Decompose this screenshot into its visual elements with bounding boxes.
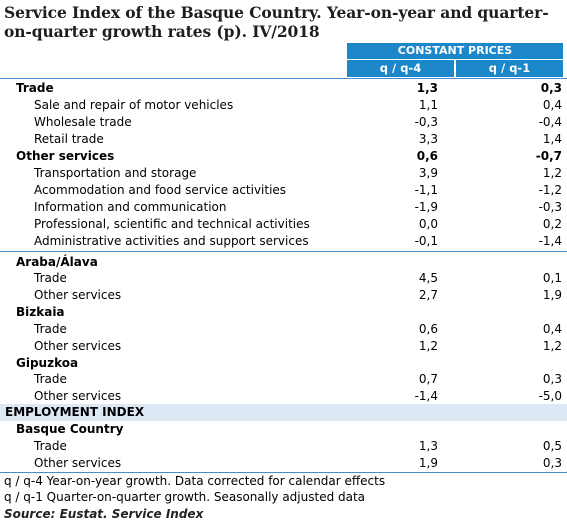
year-on-year-value: -0,3 — [414, 115, 438, 129]
table-row: Information and communication -1,9 -0,3 — [0, 199, 567, 216]
row-label: Gipuzkoa — [16, 356, 79, 370]
row-label: Trade — [34, 439, 67, 453]
row-label: Araba/Álava — [16, 255, 98, 269]
year-on-year-value: 4,5 — [418, 271, 438, 285]
row-label: Basque Country — [16, 422, 124, 436]
row-label: Wholesale trade — [34, 115, 132, 129]
footnote-quarter-on-quarter: q / q-1 Quarter-on-quarter growth. Seaso… — [4, 490, 366, 504]
quarter-on-quarter-value: 0,3 — [540, 81, 562, 95]
quarter-on-quarter-value: -0,7 — [535, 149, 562, 163]
row-label: Sale and repair of motor vehicles — [34, 98, 234, 112]
row-label: Acommodation and food service activities — [34, 183, 287, 197]
table-row: Trade 1,3 0,5 — [0, 438, 567, 455]
quarter-on-quarter-value: 0,5 — [542, 439, 562, 453]
table-row: Administrative activities and support se… — [0, 233, 567, 250]
column-header-quarter-on-quarter: q / q-1 — [456, 60, 563, 77]
constant-prices-header: CONSTANT PRICES — [347, 43, 563, 59]
table-row: Other services 1,2 1,2 — [0, 338, 567, 355]
year-on-year-value: 2,7 — [418, 288, 438, 302]
year-on-year-value: 0,0 — [418, 217, 438, 231]
table-row: Other services 1,9 0,3 — [0, 455, 567, 472]
table-row: Other services 0,6 -0,7 — [0, 148, 567, 165]
row-label: Other services — [34, 389, 122, 403]
year-on-year-value: 0,6 — [416, 149, 438, 163]
row-label: Retail trade — [34, 132, 104, 146]
footer-rule — [0, 472, 567, 473]
table-row: Trade 1,3 0,3 — [0, 80, 567, 97]
row-label: Trade — [34, 271, 67, 285]
quarter-on-quarter-value: 1,2 — [542, 166, 562, 180]
year-on-year-value: -0,1 — [414, 234, 438, 248]
quarter-on-quarter-value: 0,3 — [542, 456, 562, 470]
table-row: Bizkaia — [0, 304, 567, 321]
row-label: Other services — [34, 288, 122, 302]
table-row: Professional, scientific and technical a… — [0, 216, 567, 233]
year-on-year-value: -1,4 — [414, 389, 438, 403]
header-rule — [0, 78, 567, 79]
row-label: Information and communication — [34, 200, 227, 214]
row-label: Trade — [16, 81, 54, 95]
quarter-on-quarter-value: 1,2 — [542, 339, 562, 353]
quarter-on-quarter-value: 0,4 — [542, 98, 562, 112]
table-row: Transportation and storage 3,9 1,2 — [0, 165, 567, 182]
table-row: Retail trade 3,3 1,4 — [0, 131, 567, 148]
employment-index-band: EMPLOYMENT INDEX — [0, 404, 567, 421]
quarter-on-quarter-value: 1,4 — [542, 132, 562, 146]
table-row: Acommodation and food service activities… — [0, 182, 567, 199]
table-row: Trade 0,7 0,3 — [0, 371, 567, 388]
quarter-on-quarter-value: 0,2 — [542, 217, 562, 231]
table-row: Sale and repair of motor vehicles 1,1 0,… — [0, 97, 567, 114]
table-row: Araba/Álava — [0, 254, 567, 271]
table-row: Basque Country — [0, 421, 567, 438]
row-label: Administrative activities and support se… — [34, 234, 309, 248]
year-on-year-value: 1,9 — [418, 456, 438, 470]
section-heading: EMPLOYMENT INDEX — [5, 405, 145, 419]
source-note: Source: Eustat. Service Index — [4, 507, 204, 521]
row-label: Trade — [34, 372, 67, 386]
table-row: Trade 4,5 0,1 — [0, 270, 567, 287]
row-label: Trade — [34, 322, 67, 336]
year-on-year-value: -1,9 — [414, 200, 438, 214]
year-on-year-value: 0,7 — [418, 372, 438, 386]
table-row: Gipuzkoa — [0, 355, 567, 372]
row-label: Bizkaia — [16, 305, 65, 319]
quarter-on-quarter-value: -1,2 — [538, 183, 562, 197]
table-row: Other services -1,4 -5,0 — [0, 388, 567, 405]
quarter-on-quarter-value: -5,0 — [538, 389, 562, 403]
row-label: Transportation and storage — [34, 166, 197, 180]
table-title: Service Index of the Basque Country. Yea… — [4, 3, 549, 41]
column-header-year-on-year: q / q-4 — [347, 60, 454, 77]
year-on-year-value: 0,6 — [418, 322, 438, 336]
row-label: Other services — [34, 456, 122, 470]
year-on-year-value: 1,2 — [418, 339, 438, 353]
quarter-on-quarter-value: 0,4 — [542, 322, 562, 336]
year-on-year-value: 3,3 — [418, 132, 438, 146]
quarter-on-quarter-value: -1,4 — [538, 234, 562, 248]
quarter-on-quarter-value: 1,9 — [542, 288, 562, 302]
section-rule — [0, 251, 567, 252]
footnote-year-on-year: q / q-4 Year-on-year growth. Data correc… — [4, 474, 386, 488]
row-label: Other services — [34, 339, 122, 353]
table-row: Trade 0,6 0,4 — [0, 321, 567, 338]
table-row: Wholesale trade -0,3 -0,4 — [0, 114, 567, 131]
quarter-on-quarter-value: 0,1 — [542, 271, 562, 285]
year-on-year-value: 1,1 — [418, 98, 438, 112]
quarter-on-quarter-value: 0,3 — [542, 372, 562, 386]
table-row: Other services 2,7 1,9 — [0, 287, 567, 304]
quarter-on-quarter-value: -0,4 — [538, 115, 562, 129]
year-on-year-value: 3,9 — [418, 166, 438, 180]
year-on-year-value: 1,3 — [416, 81, 438, 95]
row-label: Other services — [16, 149, 115, 163]
row-label: Professional, scientific and technical a… — [34, 217, 310, 231]
year-on-year-value: -1,1 — [414, 183, 438, 197]
quarter-on-quarter-value: -0,3 — [538, 200, 562, 214]
year-on-year-value: 1,3 — [418, 439, 438, 453]
